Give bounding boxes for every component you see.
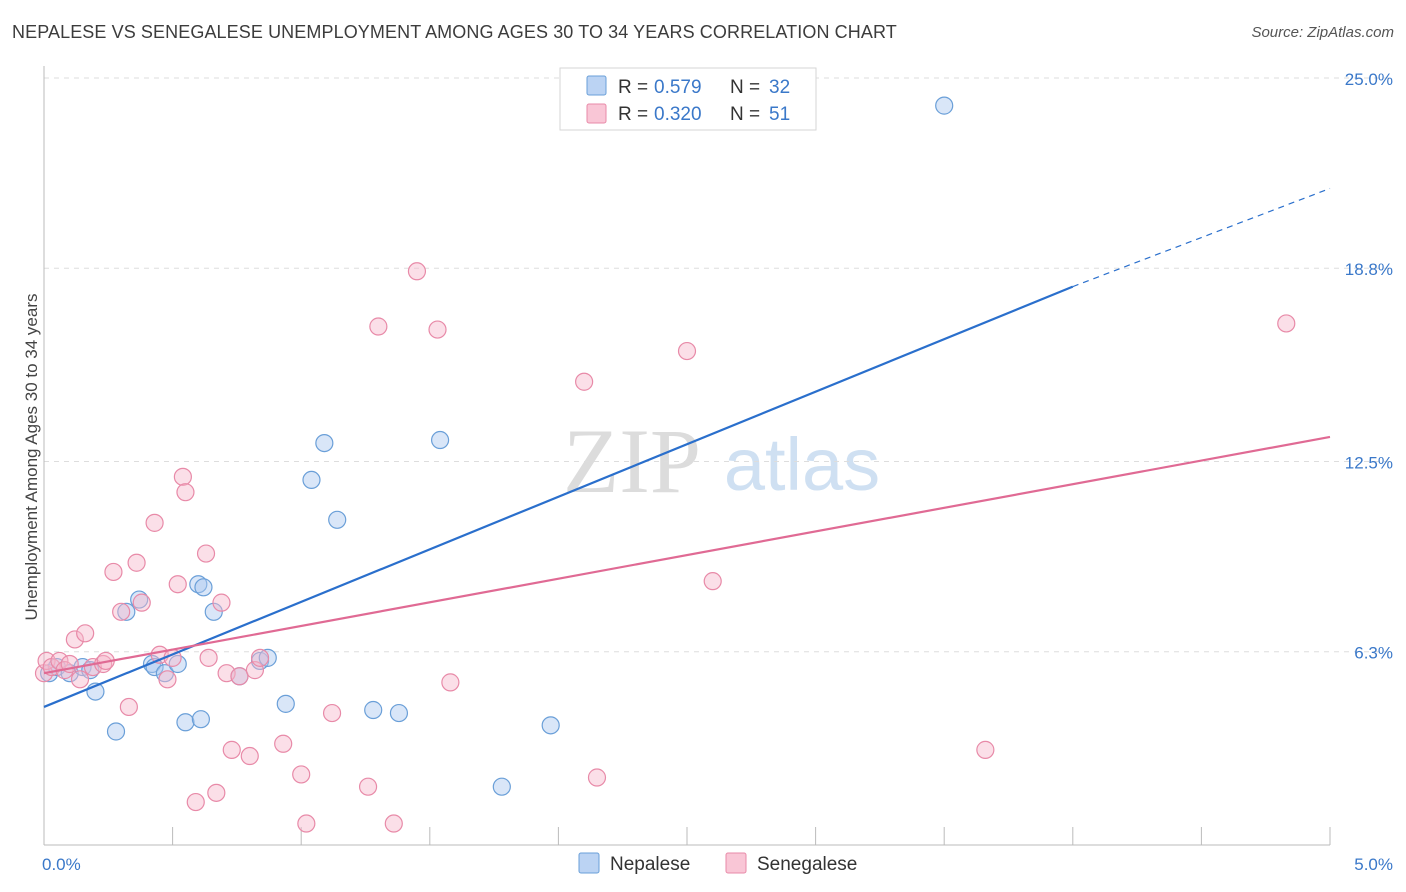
nepalese-point xyxy=(315,433,334,453)
senegalese-point xyxy=(384,814,403,833)
y-tick-label: 18.8% xyxy=(1345,260,1393,279)
senegalese-point xyxy=(587,768,607,787)
trend-lines xyxy=(43,187,1331,708)
senegalese-point xyxy=(322,703,342,723)
legend-swatch-senegalese xyxy=(586,103,607,124)
nepalese-point xyxy=(276,694,295,713)
nepalese-point xyxy=(364,700,383,720)
senegalese-point xyxy=(297,814,316,833)
tick-labels: 6.3% 12.5% 18.8% 25.0% 0.0% 5.0% xyxy=(42,70,1393,874)
grid-lines xyxy=(44,77,1392,653)
senegalese-point xyxy=(112,602,131,621)
nepalese-point xyxy=(106,722,126,741)
senegalese-point xyxy=(104,562,123,582)
nepalese-point xyxy=(258,648,277,667)
nepalese-point xyxy=(194,578,213,597)
series-legend: Nepalese Senegalese xyxy=(578,852,857,875)
senegalese-point xyxy=(132,593,151,612)
nepalese-point xyxy=(117,602,136,621)
senegalese-point xyxy=(168,575,187,594)
legend-swatch-nepalese xyxy=(586,75,607,96)
y-tick-label: 12.5% xyxy=(1345,454,1393,473)
senegalese-point xyxy=(240,746,259,766)
legend-n-label-nepalese: N = xyxy=(730,77,760,98)
legend-r-label-senegalese: R = xyxy=(618,104,648,125)
legend-r-value-nepalese: 0.579 xyxy=(654,77,702,98)
senegalese-point xyxy=(369,317,388,336)
legend-n-value-senegalese: 51 xyxy=(769,104,790,125)
senegalese-point xyxy=(222,740,241,759)
y-tick-label: 25.0% xyxy=(1345,70,1393,89)
senegalese-point xyxy=(677,341,697,361)
nepalese-point xyxy=(389,703,409,723)
series-legend-swatch-senegalese xyxy=(725,852,747,874)
y-tick-label: 6.3% xyxy=(1354,644,1393,663)
y-axis-label: Unemployment Among Ages 30 to 34 years xyxy=(22,294,41,621)
senegalese-point xyxy=(173,467,192,486)
senegalese-point xyxy=(407,262,427,281)
senegalese-point xyxy=(212,593,231,612)
nepalese-point xyxy=(176,713,195,732)
legend-r-label-nepalese: R = xyxy=(618,77,648,98)
senegalese-point xyxy=(127,553,146,572)
legend-r-value-senegalese: 0.320 xyxy=(654,104,702,125)
legend-n-label-senegalese: N = xyxy=(730,104,760,125)
senegalese-point xyxy=(250,648,270,667)
stats-legend: R = 0.579 N = 32 R = 0.320 N = 51 xyxy=(559,67,817,131)
nepalese-point xyxy=(189,575,208,594)
senegalese-point xyxy=(441,673,460,692)
senegalese-point xyxy=(199,648,218,667)
senegalese-point xyxy=(575,372,594,391)
senegalese-point xyxy=(65,630,84,649)
x-tick-label: 5.0% xyxy=(1354,855,1393,874)
senegalese-point xyxy=(358,777,378,796)
nepalese-point xyxy=(328,510,347,529)
senegalese-point xyxy=(145,513,164,532)
senegalese-point xyxy=(76,624,95,643)
nepalese-point xyxy=(130,590,149,609)
nepalese-trend-line xyxy=(43,285,1074,708)
senegalese-point xyxy=(292,765,311,784)
nepalese-point xyxy=(430,430,450,450)
senegalese-point xyxy=(186,792,205,812)
legend-n-value-nepalese: 32 xyxy=(769,77,790,98)
watermark-zip: ZIP xyxy=(563,410,701,512)
senegalese-point xyxy=(230,667,249,686)
nepalese-point xyxy=(935,96,954,115)
data-points xyxy=(34,96,1296,833)
series-legend-swatch-nepalese xyxy=(578,852,600,874)
source-label: Source: ZipAtlas.com xyxy=(1251,24,1394,41)
watermark-atlas: atlas xyxy=(724,423,880,506)
chart-title: NEPALESE VS SENEGALESE UNEMPLOYMENT AMON… xyxy=(12,22,897,42)
x-tick-label: 0.0% xyxy=(42,855,81,874)
senegalese-point xyxy=(176,483,195,502)
nepalese-point xyxy=(492,777,511,796)
nepalese-point xyxy=(191,710,210,729)
nepalese-point xyxy=(204,602,223,621)
senegalese-point xyxy=(428,320,447,339)
nepalese-trend-extension xyxy=(1072,187,1331,288)
senegalese-point xyxy=(274,734,293,753)
series-legend-label-senegalese: Senegalese xyxy=(757,854,857,875)
senegalese-trend-line xyxy=(43,435,1331,675)
senegalese-point xyxy=(158,670,177,689)
senegalese-point xyxy=(703,572,722,591)
senegalese-point xyxy=(70,670,90,689)
axes xyxy=(43,66,1331,846)
senegalese-point xyxy=(1277,314,1296,333)
series-legend-label-nepalese: Nepalese xyxy=(610,854,690,875)
senegalese-point xyxy=(976,740,995,759)
senegalese-point xyxy=(119,697,138,717)
nepalese-point xyxy=(541,716,560,735)
nepalese-point xyxy=(302,470,321,490)
senegalese-point xyxy=(207,783,226,802)
senegalese-point xyxy=(196,544,216,563)
